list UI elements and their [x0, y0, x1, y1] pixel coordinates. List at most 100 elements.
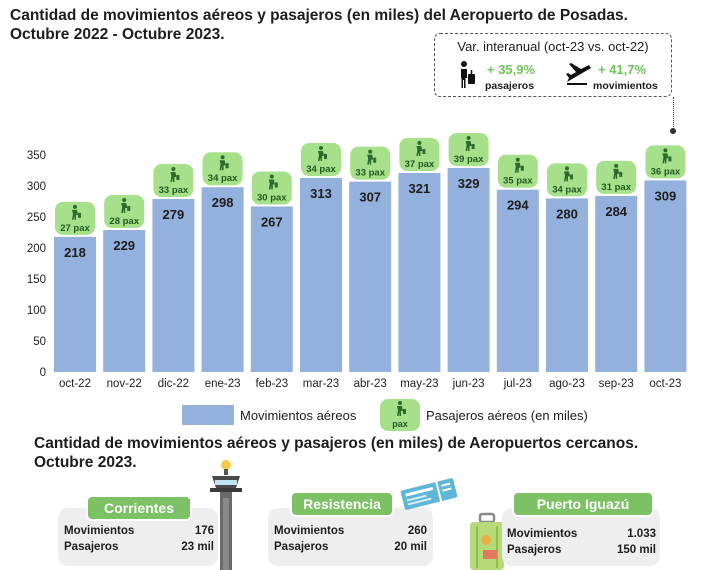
bar-value-label: 229 [113, 238, 135, 253]
iguazu-movements-value: 1.033 [627, 528, 656, 540]
x-tick-label: ago-23 [549, 378, 585, 390]
airport-name-corrientes: Corrientes [86, 495, 192, 521]
x-tick-label: oct-23 [649, 378, 681, 390]
traveler-luggage-icon [219, 155, 229, 171]
suitcase-icon [470, 512, 504, 570]
resistencia-passengers-value: 20 mil [394, 541, 427, 553]
chart-title-line1: Cantidad de movimientos aéreos y pasajer… [10, 7, 628, 24]
bar-movements [546, 198, 588, 372]
passengers-variation-value: + 35,9% [487, 62, 536, 77]
bar-value-label: 309 [655, 188, 677, 203]
legend-pax-text: pax [392, 419, 408, 429]
bar-movements [250, 206, 293, 372]
bar-value-label: 307 [359, 190, 381, 205]
y-tick-label: 300 [27, 181, 46, 193]
traveler-luggage-icon [465, 136, 475, 152]
traveler-luggage-icon [613, 163, 623, 179]
iguazu-passengers-label: Pasajeros [507, 544, 562, 556]
pax-value-label: 34 pax [208, 173, 238, 184]
corrientes-passengers-value: 23 mil [181, 541, 214, 553]
bar-value-label: 294 [507, 198, 529, 213]
corrientes-passengers-label: Pasajeros [64, 541, 119, 553]
y-tick-label: 50 [33, 336, 46, 348]
nearby-title-line1: Cantidad de movimientos aéreos y pasajer… [34, 435, 639, 452]
traveler-luggage-icon [397, 401, 406, 416]
legend-passengers-badge: pax [380, 399, 420, 431]
resistencia-movements-label: Movimientos [274, 525, 345, 537]
bar-value-label: 313 [310, 186, 332, 201]
nearby-airports-title: Cantidad de movimientos aéreos y pasajer… [34, 434, 714, 472]
movements-variation-value: + 41,7% [598, 62, 647, 77]
bar-value-label: 284 [605, 204, 627, 219]
bar-value-label: 329 [458, 176, 480, 191]
bar-movements [447, 168, 490, 372]
bar-movements [496, 189, 539, 372]
bar-value-label: 280 [556, 206, 578, 221]
airport-name-resistencia: Resistencia [290, 491, 394, 517]
x-tick-label: oct-22 [59, 378, 91, 390]
bar-movements [201, 187, 244, 372]
legend-movements-label: Movimientos aéreos [240, 408, 357, 423]
x-tick-label: may-23 [400, 378, 438, 390]
bar-movements [398, 172, 441, 372]
passengers-variation-label: pasajeros [485, 80, 535, 92]
traveler-luggage-icon [170, 167, 180, 183]
traveler-luggage-icon [367, 149, 377, 165]
bar-movements [595, 195, 638, 372]
legend-passengers-label: Pasajeros aéreos (en miles) [426, 408, 588, 423]
traveler-luggage-icon [318, 145, 327, 161]
traveler-luggage-icon [564, 166, 573, 182]
traveler-luggage-icon [268, 174, 278, 190]
y-tick-label: 200 [27, 243, 46, 255]
interannual-variation-box: Var. interanual (oct-23 vs. oct-22) + 35… [434, 33, 672, 97]
variation-connector-dot [670, 128, 676, 134]
pax-value-label: 33 pax [355, 168, 385, 179]
y-tick-label: 0 [40, 367, 46, 379]
bar-movements [300, 177, 342, 372]
x-tick-label: nov-22 [107, 378, 142, 390]
bar-chart: 0 50 100 150 200 250 300 350 218 oct-22 27 pax 229 n… [27, 133, 687, 390]
x-tick-label: abr-23 [354, 378, 387, 390]
y-tick-label: 100 [27, 305, 46, 317]
nearby-title-line2: Octubre 2023. [34, 454, 137, 471]
corrientes-movements-value: 176 [194, 525, 214, 537]
corrientes-movements-label: Movimientos [64, 525, 135, 537]
x-tick-label: mar-23 [303, 378, 339, 390]
pax-value-label: 31 pax [601, 182, 631, 193]
movements-variation-label: movimientos [593, 80, 658, 92]
pax-value-label: 27 pax [60, 223, 90, 234]
airport-card-resistencia: Movimientos 260 Pasajeros 20 mil [268, 508, 433, 566]
variation-connector-line [673, 97, 674, 131]
bar-movements [644, 180, 687, 372]
y-tick-label: 250 [27, 212, 46, 224]
bar-value-label: 267 [261, 214, 283, 229]
x-tick-label: sep-23 [599, 378, 634, 390]
traveler-luggage-icon [416, 140, 426, 156]
pax-value-label: 33 pax [159, 185, 189, 196]
bar-value-label: 279 [163, 207, 185, 222]
airport-card-puerto-iguazu: Movimientos 1.033 Pasajeros 150 mil [502, 508, 660, 566]
legend-movements-swatch [182, 405, 234, 425]
resistencia-passengers-label: Pasajeros [274, 541, 329, 553]
bar-value-label: 321 [409, 181, 431, 196]
iguazu-movements-label: Movimientos [507, 528, 578, 540]
traveler-luggage-icon [121, 198, 131, 214]
chart-title: Cantidad de movimientos aéreos y pasajer… [10, 6, 710, 44]
bar-movements [103, 230, 146, 372]
pax-value-label: 37 pax [405, 159, 435, 170]
traveler-luggage-icon [662, 148, 672, 164]
x-tick-label: jul-23 [503, 378, 532, 390]
bar-value-label: 298 [212, 195, 234, 210]
resistencia-movements-value: 260 [407, 525, 427, 537]
bar-movements [152, 199, 195, 372]
pax-value-label: 36 pax [651, 166, 681, 177]
boarding-pass-icon [400, 478, 458, 510]
pax-value-label: 34 pax [306, 164, 336, 175]
pax-value-label: 34 pax [552, 184, 582, 195]
y-tick-label: 350 [27, 150, 46, 162]
traveler-luggage-icon [72, 204, 81, 220]
x-tick-label: dic-22 [158, 378, 189, 390]
x-tick-label: jun-23 [452, 378, 485, 390]
iguazu-passengers-value: 150 mil [617, 544, 656, 556]
control-tower-icon [210, 460, 242, 570]
